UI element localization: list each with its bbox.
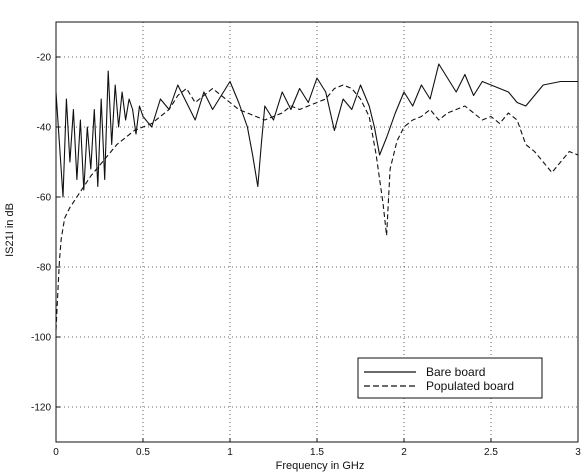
y-axis: -120 -100 -80 -60 -40 -20 [31,53,60,414]
legend-label-populated-board: Populated board [426,379,514,393]
y-tick-label: -100 [31,333,51,344]
series-group [55,63,579,331]
x-tick-label: 1 [227,447,233,458]
x-tick-label: 2.5 [484,447,498,458]
y-tick-label: -60 [37,193,52,204]
legend-box [357,357,543,399]
x-tick-label: 1.5 [310,447,324,458]
x-tick-label: 0.5 [136,447,150,458]
x-tick-label: 2 [401,447,407,458]
y-tick-label: -80 [37,263,52,274]
x-axis-label: Frequency in GHz [276,460,365,472]
series-line-0 [55,63,578,198]
x-tick-label: 0 [53,447,59,458]
y-axis-label: IS21I in dB [4,203,16,257]
y-tick-label: -20 [37,53,52,64]
x-tick-label: 3 [575,447,581,458]
legend: Bare board Populated board [357,357,543,399]
y-tick-label: -40 [37,123,52,134]
series-line-1 [55,84,579,331]
x-axis: 0 0.5 1 1.5 2 2.5 3 [53,438,581,458]
grid [56,22,578,442]
y-tick-label: -120 [31,403,51,414]
legend-label-bare-board: Bare board [426,365,485,379]
